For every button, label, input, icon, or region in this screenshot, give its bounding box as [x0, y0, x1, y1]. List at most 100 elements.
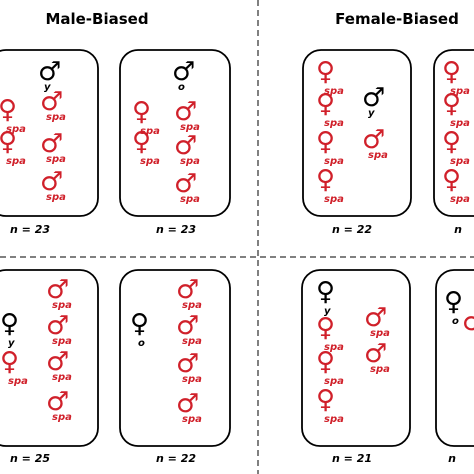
sex-symbol: ♂: [46, 387, 69, 417]
sex-symbol: ♂: [40, 167, 63, 197]
sex-symbol: ♀: [316, 385, 335, 415]
sex-symbol: ♀: [132, 127, 151, 157]
subscript: spa: [368, 150, 388, 161]
subscript: spa: [8, 376, 28, 387]
sex-symbol: ♂: [362, 125, 385, 155]
subscript: spa: [182, 336, 202, 347]
sex-symbol: ♀: [0, 127, 17, 157]
subscript: spa: [182, 414, 202, 425]
sample-size: n = 25: [10, 452, 50, 465]
box: [302, 49, 412, 217]
sex-symbol: ♂: [176, 389, 199, 419]
sex-symbol: ♂: [176, 349, 199, 379]
sex-symbol: ♀: [316, 313, 335, 343]
subscript: spa: [52, 412, 72, 423]
sex-symbol: ♂: [38, 57, 61, 87]
subscript: spa: [180, 194, 200, 205]
sex-symbol: ♀: [0, 347, 19, 377]
subscript: y: [324, 306, 331, 317]
subscript: spa: [324, 376, 344, 387]
subscript: spa: [180, 122, 200, 133]
header: Male-Biased: [45, 10, 148, 28]
sex-symbol: ♂: [174, 97, 197, 127]
sex-symbol: ♂: [46, 311, 69, 341]
subscript: spa: [324, 86, 344, 97]
sex-symbol: ♀: [316, 277, 335, 307]
sex-symbol: ♂: [46, 347, 69, 377]
sex-symbol: ♂: [462, 307, 474, 337]
sex-symbol: ♂: [364, 339, 387, 369]
box: [0, 49, 99, 217]
sex-symbol: ♀: [316, 347, 335, 377]
sex-symbol: ♂: [364, 303, 387, 333]
sex-symbol: ♀: [130, 309, 149, 339]
header: Female-Biased: [335, 10, 459, 28]
subscript: spa: [182, 374, 202, 385]
box: [433, 49, 474, 217]
sample-size: n: [448, 452, 456, 465]
sex-symbol: ♀: [442, 89, 461, 119]
subscript: spa: [324, 118, 344, 129]
sex-symbol: ♀: [0, 95, 17, 125]
subscript: spa: [140, 156, 160, 167]
subscript: spa: [324, 194, 344, 205]
sex-symbol: ♀: [132, 97, 151, 127]
sex-symbol: ♀: [442, 165, 461, 195]
subscript: spa: [324, 156, 344, 167]
sex-symbol: ♂: [172, 57, 195, 87]
subscript: y: [368, 108, 375, 119]
box: [119, 49, 231, 217]
subscript: spa: [140, 126, 160, 137]
subscript: spa: [450, 156, 470, 167]
sample-size: n = 22: [332, 223, 372, 236]
subscript: spa: [370, 364, 390, 375]
box: [119, 269, 231, 447]
subscript: spa: [324, 414, 344, 425]
subscript: spa: [450, 194, 470, 205]
subscript: spa: [324, 342, 344, 353]
sex-symbol: ♀: [442, 57, 461, 87]
subscript: spa: [52, 372, 72, 383]
subscript: o: [178, 82, 185, 93]
subscript: o: [138, 338, 145, 349]
subscript: spa: [182, 300, 202, 311]
subscript: spa: [450, 118, 470, 129]
sex-symbol: ♂: [40, 129, 63, 159]
subscript: y: [44, 82, 51, 93]
subscript: spa: [52, 336, 72, 347]
sex-symbol: ♀: [0, 309, 19, 339]
sex-symbol: ♀: [316, 57, 335, 87]
subscript: spa: [450, 86, 470, 97]
subscript: spa: [180, 156, 200, 167]
subscript: spa: [6, 156, 26, 167]
sex-symbol: ♀: [444, 287, 463, 317]
box: [435, 269, 474, 447]
subscript: y: [8, 338, 15, 349]
sex-symbol: ♂: [174, 131, 197, 161]
subscript: spa: [46, 192, 66, 203]
sex-symbol: ♀: [316, 127, 335, 157]
sample-size: n: [454, 223, 462, 236]
sex-symbol: ♀: [316, 165, 335, 195]
sex-symbol: ♂: [176, 311, 199, 341]
subscript: spa: [370, 328, 390, 339]
sex-symbol: ♂: [362, 83, 385, 113]
box: [301, 269, 411, 447]
sex-symbol: ♂: [46, 275, 69, 305]
sex-symbol: ♂: [174, 169, 197, 199]
sex-symbol: ♂: [40, 87, 63, 117]
subscript: o: [452, 316, 459, 327]
sex-symbol: ♀: [442, 127, 461, 157]
subscript: spa: [6, 124, 26, 135]
sample-size: n = 22: [156, 452, 196, 465]
sample-size: n = 21: [332, 452, 372, 465]
sample-size: n = 23: [10, 223, 50, 236]
box: [0, 269, 99, 447]
sample-size: n = 23: [156, 223, 196, 236]
sex-symbol: ♀: [316, 89, 335, 119]
subscript: spa: [46, 112, 66, 123]
subscript: spa: [46, 154, 66, 165]
subscript: spa: [52, 300, 72, 311]
sex-symbol: ♂: [176, 275, 199, 305]
